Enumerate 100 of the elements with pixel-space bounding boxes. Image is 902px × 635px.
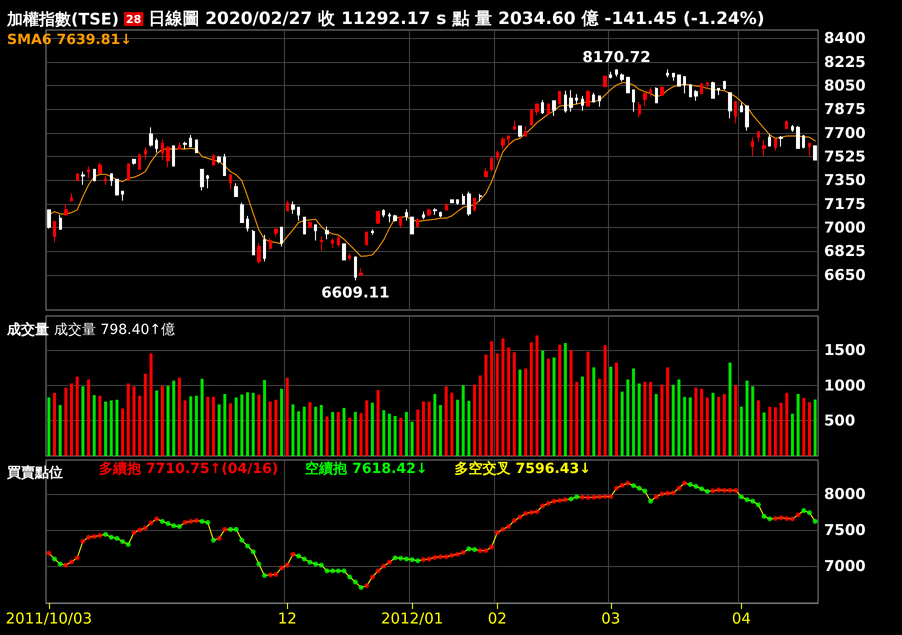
bar xyxy=(268,402,272,456)
candlestick xyxy=(132,158,136,166)
candlestick xyxy=(98,162,102,174)
bar xyxy=(683,396,686,456)
y-tick-label: 6825 xyxy=(824,242,866,260)
point xyxy=(336,568,341,574)
bar xyxy=(291,404,294,456)
chart-title: 加權指數(TSE) xyxy=(6,10,119,28)
bar xyxy=(422,402,425,456)
candlestick xyxy=(399,216,402,229)
candlestick xyxy=(280,226,283,248)
candlestick xyxy=(677,74,681,88)
candlestick xyxy=(490,156,493,172)
bar xyxy=(433,394,436,456)
candlestick xyxy=(507,136,510,146)
candlestick xyxy=(694,90,698,102)
point xyxy=(648,498,654,504)
bar xyxy=(200,378,204,456)
candlestick xyxy=(405,208,408,222)
candlestick xyxy=(632,88,635,112)
bar xyxy=(552,358,556,456)
candlestick xyxy=(189,134,192,148)
bar xyxy=(280,388,284,456)
candlestick xyxy=(303,216,306,234)
candlestick xyxy=(473,198,476,212)
candlestick xyxy=(274,226,278,238)
candlestick xyxy=(376,211,380,224)
bar xyxy=(92,395,96,456)
bar xyxy=(53,392,56,456)
bar xyxy=(654,394,658,456)
candlestick xyxy=(433,208,437,216)
candlestick xyxy=(138,153,141,170)
bar xyxy=(58,405,62,456)
bar xyxy=(649,382,652,456)
y-tick-label: 7350 xyxy=(824,171,866,190)
bar xyxy=(632,368,636,456)
candlestick xyxy=(104,175,107,186)
candlestick xyxy=(172,145,175,166)
candlestick xyxy=(70,192,73,202)
y-tick-label: 7500 xyxy=(824,521,866,540)
candlestick xyxy=(47,209,51,230)
candlestick xyxy=(501,136,505,150)
point xyxy=(307,560,312,565)
candlestick xyxy=(445,202,448,212)
bar xyxy=(706,397,709,456)
candlestick xyxy=(456,198,459,206)
point xyxy=(210,538,216,543)
bar xyxy=(484,354,488,456)
bar xyxy=(614,362,618,456)
point xyxy=(738,494,744,500)
candlestick xyxy=(263,234,266,262)
candlestick xyxy=(320,236,323,251)
candlestick xyxy=(308,221,312,229)
point xyxy=(171,523,176,528)
bar xyxy=(467,400,470,456)
point xyxy=(812,518,818,524)
x-tick-label: 04 xyxy=(732,610,751,628)
bar xyxy=(620,392,624,456)
candlestick xyxy=(620,72,624,82)
bar xyxy=(700,388,704,456)
chart-title: 成交量 xyxy=(6,321,49,338)
candlestick xyxy=(223,153,226,176)
text: 多續抱 7710.75↑(04/16) xyxy=(99,461,278,477)
point xyxy=(250,549,256,554)
bar xyxy=(308,402,312,456)
candlestick xyxy=(257,242,261,264)
bar xyxy=(382,410,386,456)
bar xyxy=(734,385,738,456)
point xyxy=(114,536,120,541)
bar xyxy=(354,412,357,456)
bar xyxy=(246,392,250,456)
candlestick xyxy=(547,103,550,116)
bar xyxy=(672,384,675,456)
bar xyxy=(47,397,50,456)
candlestick xyxy=(325,226,329,240)
point xyxy=(347,574,352,580)
bar xyxy=(609,366,612,456)
series-label: 多空交叉 7596.43↓ xyxy=(454,460,591,477)
candlestick xyxy=(183,141,187,150)
candlestick xyxy=(558,90,561,104)
bar xyxy=(81,386,84,456)
candlestick xyxy=(586,90,590,107)
point xyxy=(313,562,318,566)
bar xyxy=(541,350,544,456)
bar xyxy=(444,386,448,456)
candlestick xyxy=(717,88,720,96)
bar xyxy=(660,384,664,456)
bar xyxy=(218,404,221,456)
bar xyxy=(814,400,817,456)
bar xyxy=(98,396,102,456)
bar xyxy=(496,353,499,456)
candlestick xyxy=(802,134,805,149)
bar xyxy=(376,390,380,456)
point xyxy=(410,557,415,562)
candlestick xyxy=(711,81,715,99)
bar xyxy=(638,384,641,456)
chart-subtitle: 成交量 798.40↑億 xyxy=(54,322,176,338)
bar xyxy=(150,353,153,456)
bar xyxy=(252,392,255,456)
bar xyxy=(580,376,584,456)
